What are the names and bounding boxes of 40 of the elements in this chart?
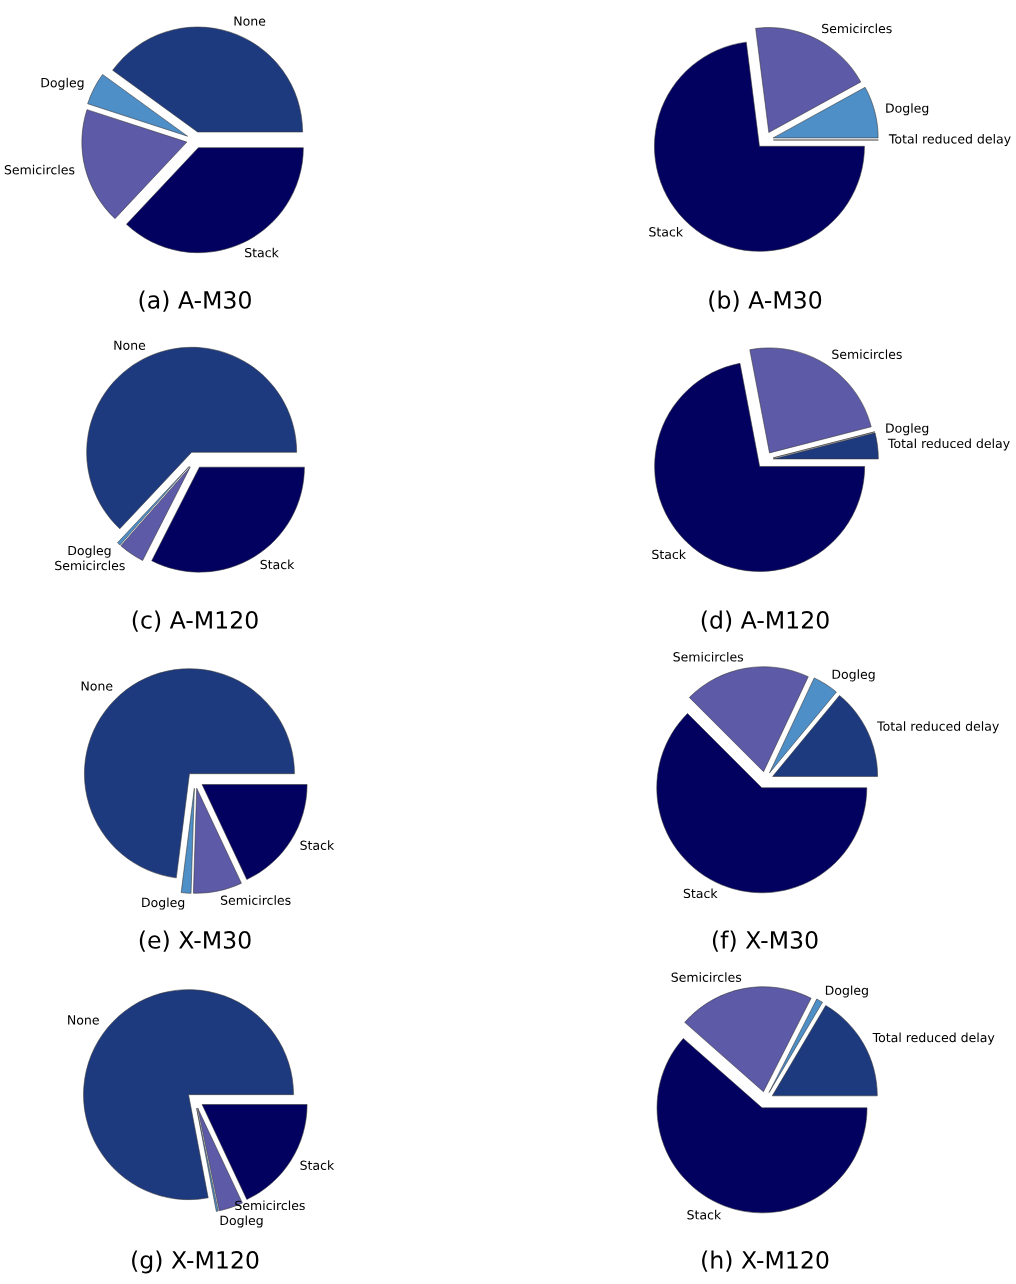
slice-label: Semicircles xyxy=(55,560,125,571)
slice-label: Stack xyxy=(687,1209,722,1220)
slice-label: Semicircles xyxy=(673,651,744,662)
text: (c) A-M120 xyxy=(132,610,258,632)
slice-label: Semicircles xyxy=(220,895,291,905)
slice-label: Semicircles xyxy=(235,1200,305,1211)
slice-label: None xyxy=(234,16,266,26)
category-label: Dogleg xyxy=(886,423,929,436)
slice-label: Stack xyxy=(652,549,686,560)
slice-label: None xyxy=(114,340,146,350)
category-label: Total reduced delay xyxy=(888,133,1011,147)
text: (b) A-M30 xyxy=(709,290,822,312)
slice-label: Dogleg xyxy=(220,1215,263,1228)
slice-label: Semicircles xyxy=(822,23,892,34)
slice-label: Semicircles xyxy=(4,164,75,175)
slice-label: Total reduced delay xyxy=(872,1032,995,1045)
text: (f) X-M30 xyxy=(712,930,818,952)
slice-label: Stack xyxy=(245,247,279,258)
slice-label: Semicircles xyxy=(832,349,902,360)
slice-label: Dogleg xyxy=(886,103,929,116)
slice-label: Stack xyxy=(683,888,718,899)
slice-label: Dogleg xyxy=(41,77,84,90)
slice-label: Stack xyxy=(300,1160,335,1171)
slice-label: Stack xyxy=(300,840,335,851)
slice-label: Total reduced delay xyxy=(877,721,999,734)
text: (h) X-M120 xyxy=(702,1250,829,1272)
slice-label: Stack xyxy=(260,559,295,570)
slice-label: Dogleg xyxy=(68,545,111,558)
text: (g) X-M120 xyxy=(132,1250,259,1274)
slice-label: Total reduced delay xyxy=(887,438,1010,451)
slice-label: Semicircles xyxy=(671,972,742,982)
text: (a) A-M30 xyxy=(139,290,251,312)
slice-label: Dogleg xyxy=(142,897,185,910)
slice-label: None xyxy=(81,681,113,691)
text: (e) X-M30 xyxy=(139,930,251,952)
slice-label: Dogleg xyxy=(825,985,868,998)
slice-label: Dogleg xyxy=(832,669,875,682)
slice-label: None xyxy=(68,1015,99,1025)
text: (d) A-M120 xyxy=(701,610,829,632)
slice-label: Stack xyxy=(649,226,684,237)
